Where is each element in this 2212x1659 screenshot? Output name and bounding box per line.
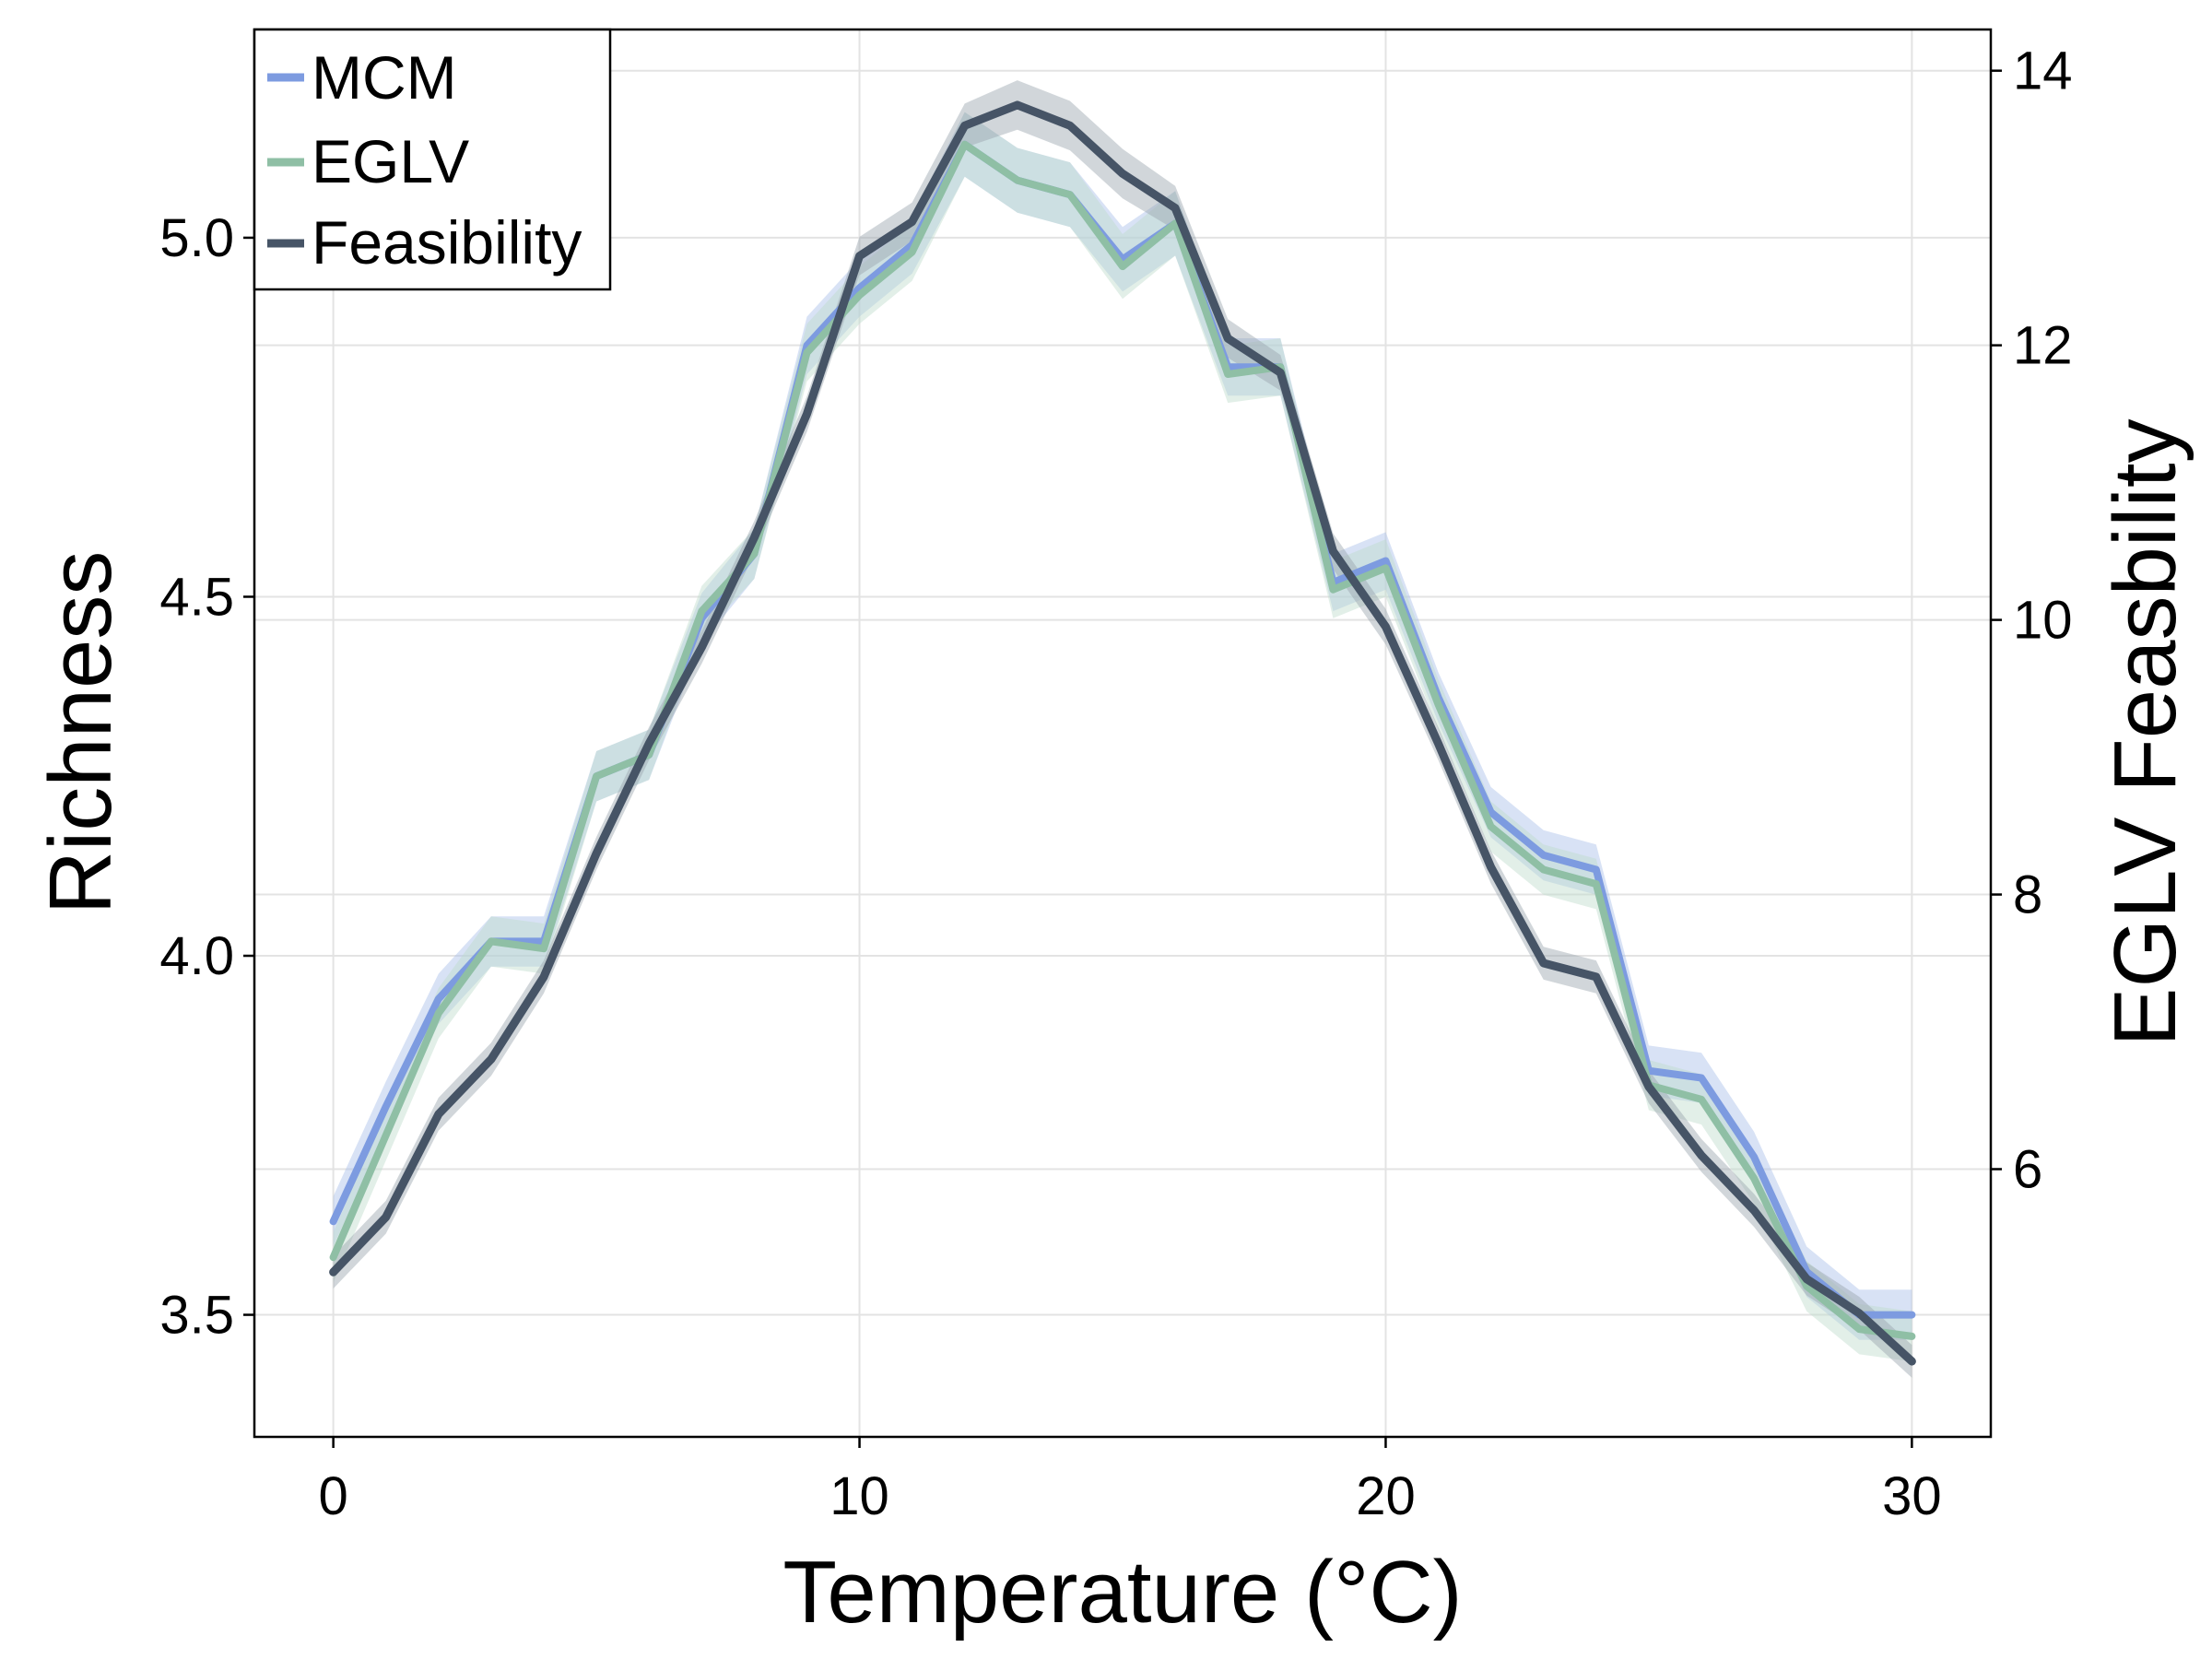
y-tick-label: 5.0 [159, 208, 234, 268]
y-tick-label: 3.5 [159, 1286, 234, 1346]
legend-label-eglv: EGLV [312, 127, 469, 195]
y2-tick-label: 10 [2013, 591, 2073, 651]
y2-tick-label: 8 [2013, 865, 2042, 925]
legend-box [253, 28, 612, 291]
y-axis-label: Richness [31, 551, 130, 915]
series-lines [329, 100, 1916, 1366]
y2-tick-label: 12 [2013, 316, 2073, 376]
x-tick-label: 10 [830, 1466, 889, 1526]
y2-tick-label: 14 [2013, 41, 2073, 101]
x-tick-label: 0 [319, 1466, 348, 1526]
x-tick-label: 20 [1356, 1466, 1416, 1526]
y2-tick-label: 6 [2013, 1139, 2042, 1199]
legend-label-mcm: MCM [312, 43, 457, 112]
x-tick-label: 30 [1882, 1466, 1942, 1526]
axis-ticks: 0 10 20 30 3.5 4.0 4.5 5.0 6 8 10 12 14 [159, 41, 2072, 1526]
series-line-feasibility [329, 100, 1916, 1366]
x-axis-label: Temperature (°C) [782, 1543, 1462, 1641]
legend-label-feasibility: Feasibility [312, 208, 582, 276]
y-tick-label: 4.0 [159, 926, 234, 986]
y-tick-label: 4.5 [159, 567, 234, 627]
band-feasibility [333, 80, 1912, 1378]
plot-frame [253, 28, 1993, 1439]
legend: MCM EGLV Feasibility [253, 28, 612, 291]
y2-axis-label: EGLV Feasbility [2096, 418, 2194, 1046]
